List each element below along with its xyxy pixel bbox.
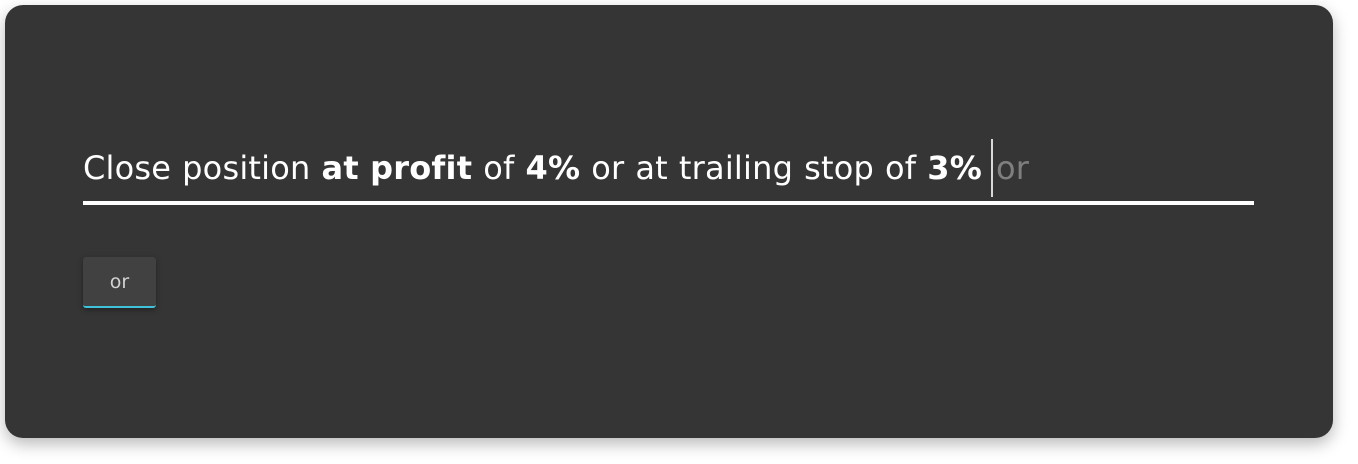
rule-word: of xyxy=(885,149,917,187)
or-button[interactable]: or xyxy=(83,257,156,308)
rule-word: trailing xyxy=(678,149,794,187)
rule-word: stop xyxy=(804,149,875,187)
rule-word: of xyxy=(483,149,515,187)
rule-value-trailing-stop-percent[interactable]: 3% xyxy=(927,149,983,187)
rule-word: or xyxy=(591,149,625,187)
rule-word: at xyxy=(635,149,668,187)
rule-word: position xyxy=(182,149,311,187)
rule-editor-card: Close position at profit of 4% or at tra… xyxy=(5,5,1333,438)
rule-value-profit-percent[interactable]: 4% xyxy=(525,149,581,187)
rule-sentence-input[interactable]: Close position at profit of 4% or at tra… xyxy=(83,131,1255,205)
text-caret xyxy=(991,139,994,197)
rule-word: Close xyxy=(83,149,172,187)
rule-keyword-at-profit[interactable]: at profit xyxy=(321,149,473,187)
input-underline xyxy=(83,201,1254,205)
autocomplete-suggestion[interactable]: or xyxy=(996,149,1030,187)
